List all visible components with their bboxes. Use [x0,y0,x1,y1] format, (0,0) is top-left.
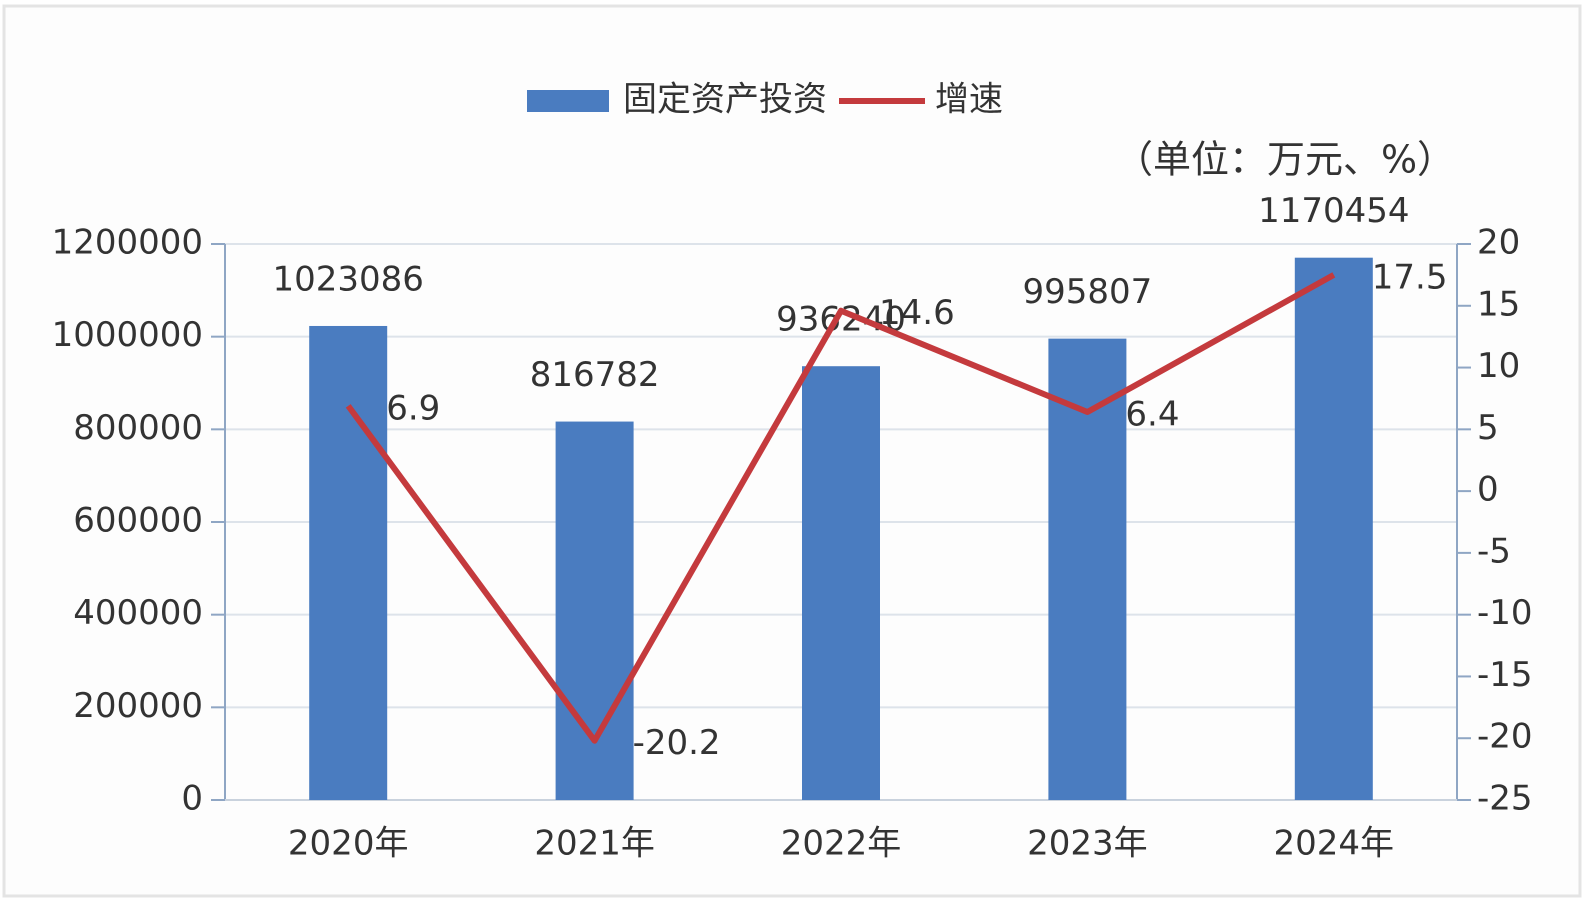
x-tick-label: 2022年 [781,824,902,864]
line-value-label: 17.5 [1372,257,1448,297]
y2-tick-label: 20 [1477,223,1520,263]
y-tick-label: 1200000 [52,223,203,263]
bar [1294,257,1373,800]
bar-value-label: 1170454 [1258,191,1409,231]
y-tick-label: 400000 [73,593,203,633]
legend-label: 固定资产投资 [623,80,827,120]
x-tick-label: 2023年 [1027,824,1148,864]
bar [802,366,880,800]
legend-label: 增速 [935,80,1003,120]
y2-tick-label: -10 [1477,593,1533,633]
bar-value-label: 1023086 [272,259,423,299]
y2-tick-label: -20 [1477,717,1533,757]
unit-note: （单位：万元、%） [1115,138,1455,182]
line-value-label: 6.9 [386,388,440,428]
y-tick-label: 800000 [73,408,203,448]
bar-value-label: 936240 [776,300,906,340]
y-tick-label: 1000000 [52,315,203,355]
line-value-label: 6.4 [1125,395,1179,435]
x-tick-label: 2024年 [1274,824,1395,864]
y2-tick-label: -15 [1477,655,1533,695]
legend-swatch [527,90,609,112]
bar-value-label: 995807 [1023,272,1153,312]
y-tick-label: 0 [181,779,203,819]
line [345,272,1336,744]
bar [309,325,388,800]
line-value-label: -20.2 [633,723,721,763]
bar [1048,338,1127,800]
bar-value-label: 816782 [530,355,660,395]
y2-tick-label: 0 [1477,470,1499,510]
x-tick-label: 2021年 [534,824,655,864]
y2-tick-label: 10 [1477,346,1520,386]
y2-tick-label: -5 [1477,531,1511,571]
y2-tick-label: 5 [1477,408,1499,448]
y-tick-label: 600000 [73,501,203,541]
x-tick-label: 2020年 [288,824,409,864]
y2-tick-label: 15 [1477,284,1520,324]
y-tick-label: 200000 [73,686,203,726]
line-value-label: 14.6 [879,293,955,333]
y2-tick-label: -25 [1477,779,1533,819]
